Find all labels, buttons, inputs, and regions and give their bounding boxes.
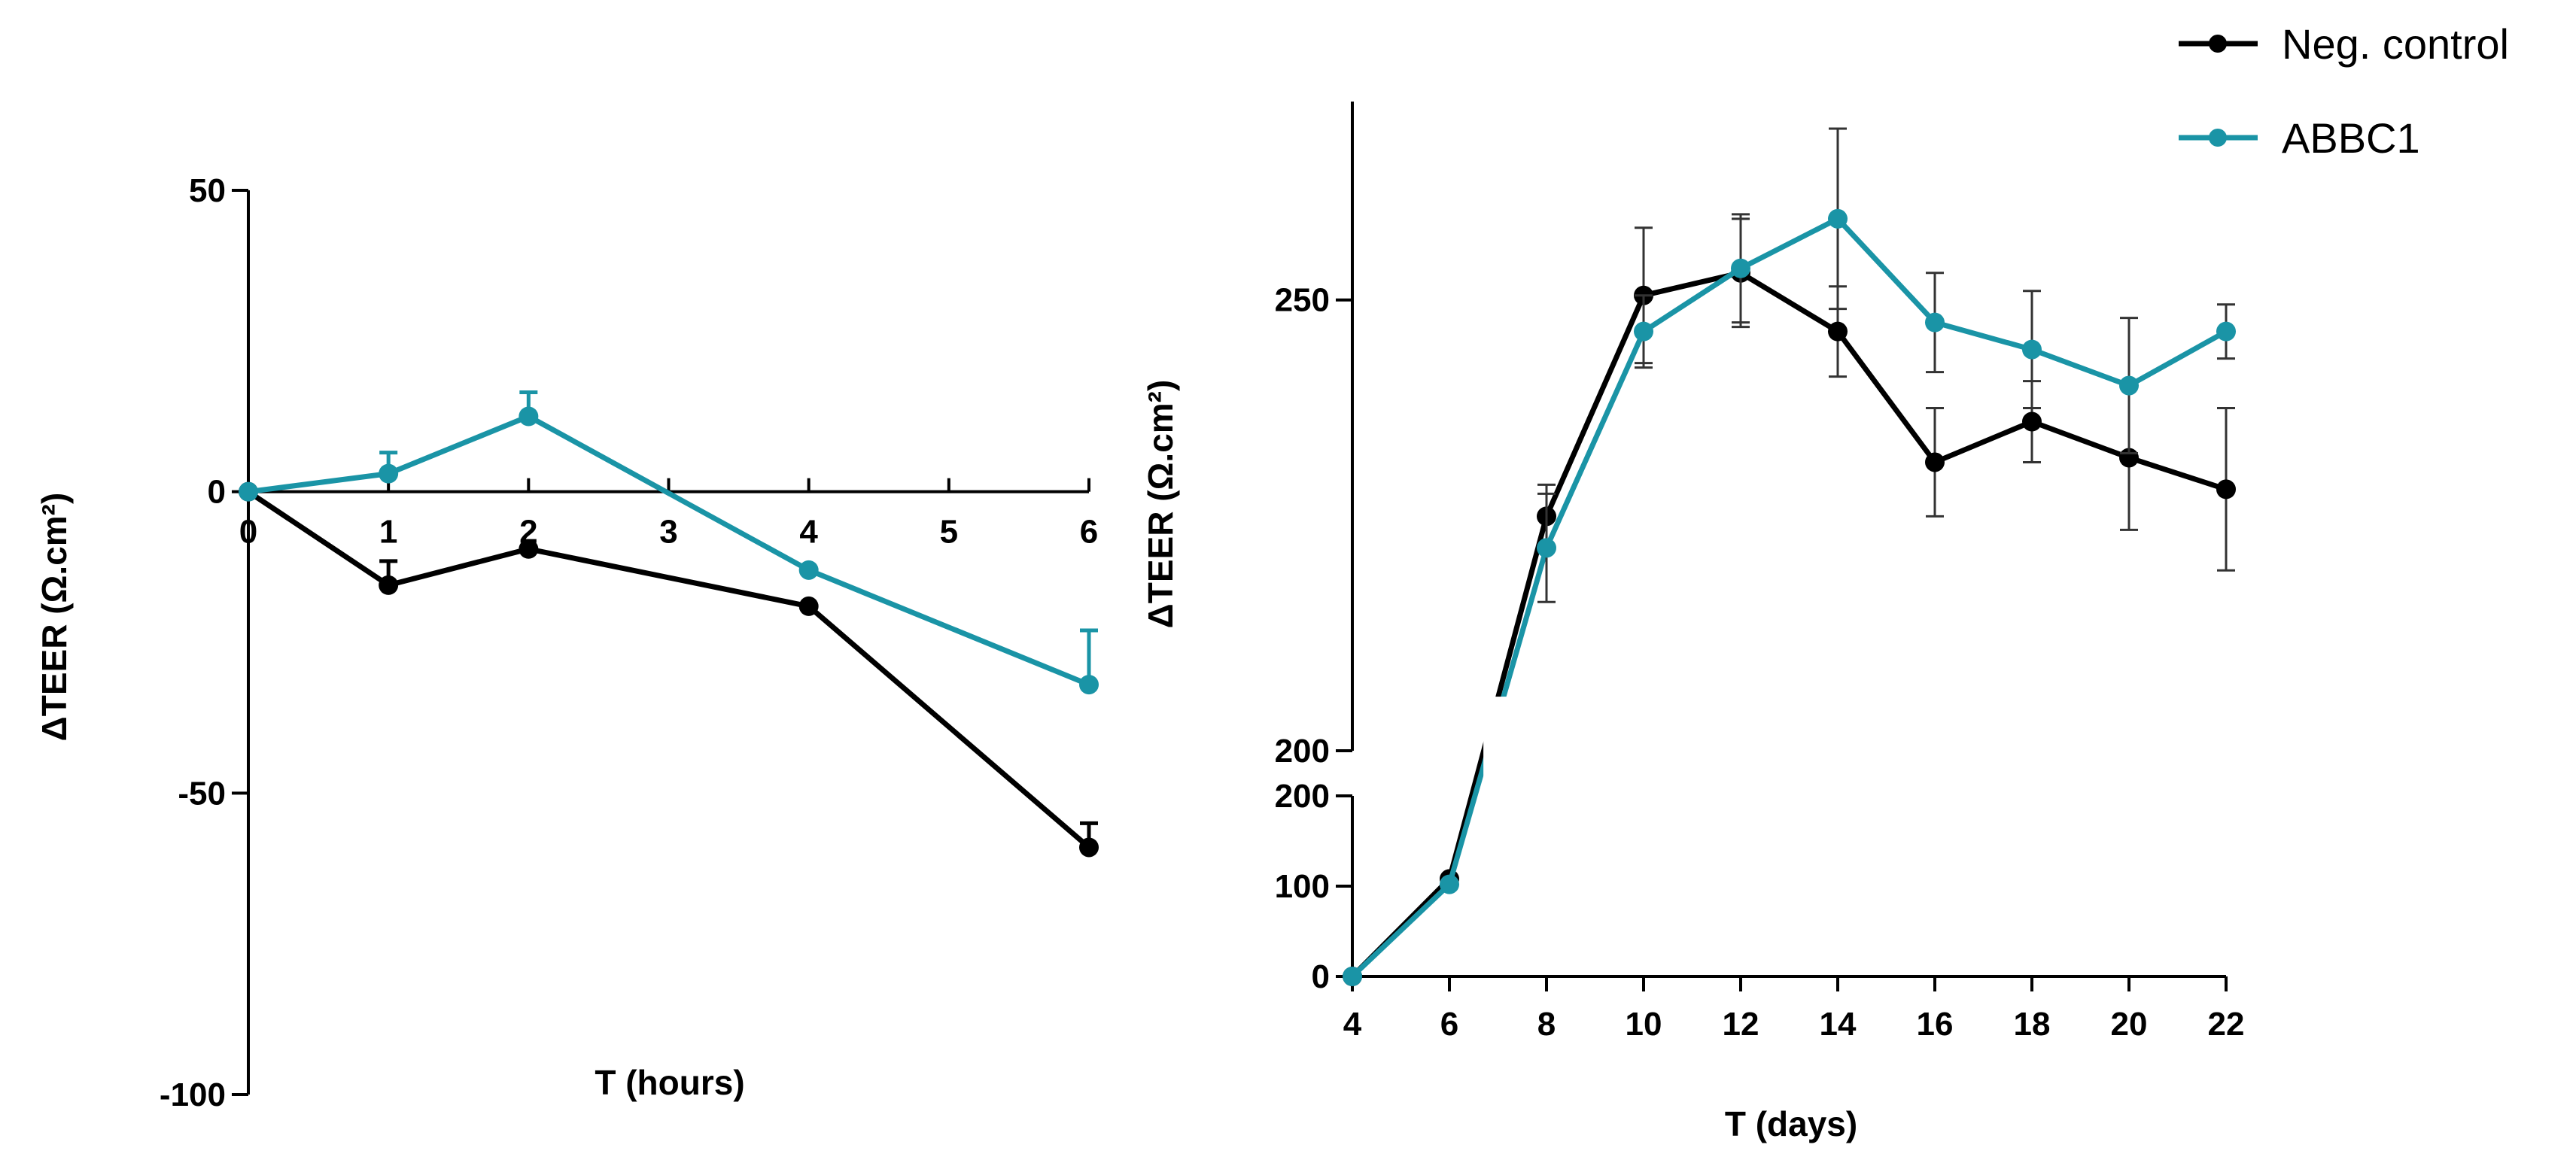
data-point [1925, 452, 1945, 472]
data-point [1634, 321, 1653, 342]
data-point [379, 575, 399, 595]
legend-item-abbc1: ABBC1 [2179, 114, 2420, 162]
x-tick-label: 4 [1343, 1006, 1362, 1043]
data-point [519, 406, 539, 427]
data-point [1440, 874, 1459, 894]
y-tick-label: 50 [189, 172, 226, 209]
x-tick-label: 12 [1723, 1006, 1759, 1043]
series-line [248, 414, 1090, 688]
x-tick-label: 14 [1820, 1006, 1857, 1043]
y-tick-label: -100 [160, 1076, 226, 1113]
y-tick-label: -50 [178, 775, 226, 812]
series-line [1350, 216, 2228, 979]
data-point [1343, 967, 1362, 986]
data-point [798, 560, 819, 580]
legend-item-neg-control: Neg. control [2179, 20, 2509, 68]
legend-label: Neg. control [2282, 20, 2509, 68]
data-point [1828, 208, 1848, 229]
x-tick-label: 20 [2111, 1006, 2148, 1043]
data-point [1925, 312, 1945, 332]
data-point [2022, 339, 2042, 360]
series-abbc1 [239, 390, 1099, 695]
y-tick-label: 0 [1312, 958, 1330, 995]
series-line [1350, 270, 2228, 979]
data-point [1079, 675, 1099, 695]
y-tick-label: 100 [1275, 868, 1330, 905]
data-point [519, 539, 539, 559]
y-axis-title: ΔTEER (Ω.cm²) [35, 493, 74, 742]
y-tick-label: 0 [208, 474, 226, 511]
data-point [2216, 321, 2236, 342]
x-axis-title: T (days) [1725, 1104, 1857, 1143]
series-group [1343, 127, 2236, 986]
legend-swatch-marker [2209, 35, 2227, 53]
tick-labels: 0 100 200 200 250 4 6 8 10 12 14 16 18 20 22 [1275, 282, 2245, 1043]
data-point [2216, 479, 2236, 499]
y-tick-label: 200 [1275, 733, 1330, 770]
series-group [239, 390, 1099, 858]
x-tick-label: 6 [1440, 1006, 1458, 1043]
axes [232, 189, 1090, 1096]
data-point [379, 463, 399, 484]
data-point [239, 481, 258, 502]
series-neg-control [1343, 217, 2236, 986]
data-point [1731, 258, 1750, 278]
axes [1336, 102, 2228, 991]
y-tick-label: 200 [1275, 778, 1330, 815]
legend-label: ABBC1 [2282, 114, 2420, 162]
data-point [1537, 538, 1556, 558]
y-axis-title: ΔTEER (Ω.cm²) [1141, 380, 1180, 629]
data-point [2119, 375, 2139, 396]
x-tick-label: 4 [799, 514, 818, 551]
x-tick-label: 22 [2208, 1006, 2245, 1043]
x-tick-label: 6 [1080, 514, 1098, 551]
data-point [798, 596, 819, 616]
data-point [1079, 837, 1099, 858]
x-axis-title: T (hours) [595, 1063, 744, 1102]
legend-swatch-marker [2209, 129, 2227, 147]
x-tick-label: 1 [379, 514, 397, 551]
x-tick-label: 0 [239, 514, 257, 551]
axis-break-gap [1483, 697, 1537, 809]
series-abbc1 [1343, 127, 2236, 986]
x-tick-label: 16 [1917, 1006, 1954, 1043]
legend: Neg. control ABBC1 [2179, 20, 2509, 162]
x-tick-label: 10 [1626, 1006, 1662, 1043]
data-point [1828, 321, 1848, 342]
x-tick-label: 5 [940, 514, 958, 551]
x-tick-label: 8 [1537, 1006, 1556, 1043]
data-point [2022, 411, 2042, 432]
y-tick-label: 250 [1275, 282, 1330, 319]
x-tick-label: 3 [659, 514, 677, 551]
x-tick-label: 18 [2014, 1006, 2051, 1043]
